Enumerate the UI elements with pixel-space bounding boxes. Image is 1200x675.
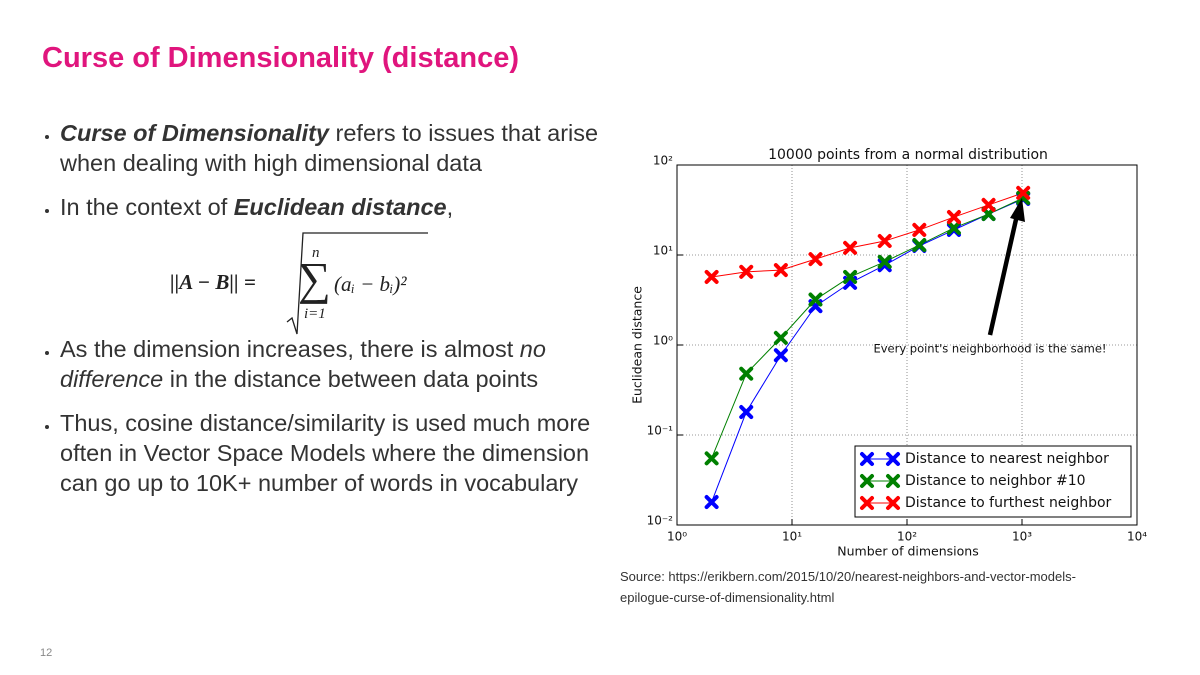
point-marker <box>877 258 892 273</box>
series-line <box>711 192 1024 278</box>
axes-frame <box>676 164 1138 526</box>
point-marker <box>739 405 754 420</box>
x-tick-label: 10² <box>897 530 917 544</box>
point-marker <box>808 292 823 307</box>
bullet-text: in the distance between data points <box>163 366 539 392</box>
point-marker <box>1016 185 1031 200</box>
bullet-text: no difference <box>60 336 546 392</box>
point-marker <box>843 269 858 284</box>
slide-title: Curse of Dimensionality (distance) <box>42 42 519 74</box>
y-axis-label: Euclidean distance <box>630 286 645 404</box>
y-tick-label: 10⁰ <box>653 334 673 348</box>
point-marker <box>739 366 754 381</box>
point-marker <box>808 252 823 267</box>
legend: Distance to nearest neighbor Distance to … <box>854 445 1132 518</box>
legend-label: Distance to nearest neighbor <box>905 451 1109 467</box>
series-line <box>711 198 1024 503</box>
y-tick-label: 10² <box>653 154 673 168</box>
bullet-text: Thus, cosine distance/similarity is used… <box>60 410 591 496</box>
annotation-arrow <box>987 214 1020 336</box>
point-marker <box>912 222 927 237</box>
formula-lhs: ||A − B|| = <box>170 270 256 294</box>
bullet-text: , <box>446 194 454 220</box>
y-tick-label: 10⁻¹ <box>647 424 674 438</box>
bullet: Curse of Dimensionality refers to issues… <box>60 118 620 178</box>
bullet: In the context of Euclidean distance, <box>60 192 620 222</box>
annotation-arrowhead <box>1010 198 1025 222</box>
formula-upper: n <box>312 245 320 261</box>
legend-marker <box>860 496 900 510</box>
x-tick-label: 10⁰ <box>667 530 687 544</box>
point-marker <box>704 269 719 284</box>
point-marker <box>704 495 719 510</box>
point-marker <box>981 197 996 212</box>
annotation: Every point's neighborhood is the same! <box>873 342 1106 356</box>
bullet-text: Euclidean distance <box>233 194 447 220</box>
point-marker <box>704 451 719 466</box>
bullet-text: Curse of Dimensionality <box>60 120 329 146</box>
x-axis-label: Number of dimensions <box>837 544 978 559</box>
legend-marker <box>860 474 900 488</box>
y-tick-label: 10¹ <box>653 244 673 258</box>
point-marker <box>773 263 788 278</box>
plot <box>704 185 1031 510</box>
y-tick-label: 10⁻² <box>647 514 674 528</box>
point-marker <box>739 264 754 279</box>
bullet-list: Curse of Dimensionality refers to issues… <box>40 118 620 512</box>
legend-marker <box>860 452 900 466</box>
page-number: 12 <box>40 647 53 659</box>
bullet: Thus, cosine distance/similarity is used… <box>60 408 620 498</box>
source-note: Source: https://erikbern.com/2015/10/20/… <box>620 569 1076 605</box>
legend-box <box>854 445 1132 518</box>
point-marker <box>773 330 788 345</box>
legend-label: Distance to neighbor #10 <box>905 473 1086 489</box>
x-tick-label: 10⁴ <box>1127 530 1147 544</box>
x-tick-label: 10³ <box>1012 530 1032 544</box>
formula-lower: i=1 <box>304 306 326 322</box>
bullet-text: As the dimension increases, there is alm… <box>60 336 520 362</box>
point-marker <box>843 240 858 255</box>
radical-sign <box>286 232 428 335</box>
legend-label: Distance to furthest neighbor <box>905 495 1112 511</box>
formula-sum: ∑ <box>298 253 331 304</box>
point-marker <box>946 220 961 235</box>
x-tick-label: 10¹ <box>782 530 802 544</box>
formula-term: (aᵢ − bᵢ)² <box>334 272 407 296</box>
chart-title: 10000 points from a normal distribution <box>768 147 1048 163</box>
series-line <box>711 197 1024 459</box>
point-marker <box>912 238 927 253</box>
bullet-text: refers to issues that arise when dealing… <box>60 120 599 176</box>
point-marker <box>877 234 892 249</box>
bullet-text: In the context of <box>60 194 234 220</box>
bullet: As the dimension increases, there is alm… <box>60 334 620 394</box>
point-marker <box>773 348 788 363</box>
point-marker <box>877 254 892 269</box>
point-marker <box>946 210 961 225</box>
